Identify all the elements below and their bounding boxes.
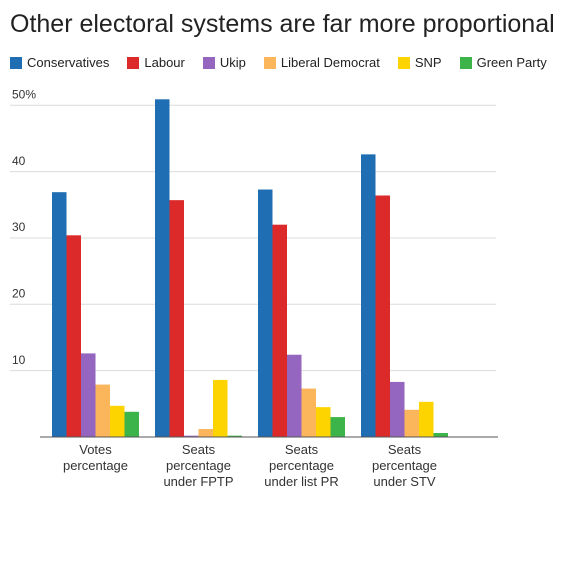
- bar: [258, 189, 273, 437]
- y-tick-label: 40: [12, 154, 26, 168]
- chart-title: Other electoral systems are far more pro…: [10, 10, 555, 38]
- legend-swatch: [263, 56, 276, 69]
- bar: [184, 435, 199, 437]
- legend-label: SNP: [414, 55, 442, 70]
- legend-item: Green Party: [459, 55, 547, 70]
- y-tick-label: 50%: [12, 87, 36, 101]
- legend-swatch: [397, 56, 410, 69]
- y-tick-label: 20: [12, 286, 26, 300]
- bar: [404, 409, 419, 437]
- x-tick-label: Votes percentage: [62, 442, 129, 473]
- bar: [66, 235, 81, 437]
- legend-label: Ukip: [219, 55, 246, 70]
- legend-item: Liberal Democrat: [263, 55, 380, 70]
- legend-label: Conservatives: [27, 55, 110, 70]
- legend-swatch: [10, 56, 22, 69]
- bar: [198, 429, 213, 437]
- bar: [287, 354, 302, 437]
- bar: [301, 388, 316, 437]
- legend: Conservatives Labour Ukip Liberal Democrat S…: [10, 55, 547, 70]
- bar: [52, 192, 67, 437]
- bar: [330, 417, 345, 437]
- legend-label: Labour: [144, 55, 185, 70]
- bar: [433, 433, 448, 437]
- bar: [375, 195, 390, 437]
- y-tick-label: 10: [12, 353, 26, 367]
- y-tick-label: 30: [12, 220, 26, 234]
- legend-label: Liberal Democrat: [280, 55, 380, 70]
- bar: [95, 384, 110, 437]
- bar: [81, 353, 96, 437]
- legend-swatch: [127, 56, 140, 69]
- bar: [124, 411, 139, 437]
- x-tick-label: Seats percentage under list PR: [264, 442, 339, 489]
- bar: [110, 405, 125, 437]
- legend-swatch: [459, 56, 472, 69]
- bar: [361, 154, 376, 437]
- bar: [155, 99, 170, 437]
- bar: [272, 224, 287, 437]
- legend-swatch: [202, 56, 215, 69]
- bar: [227, 435, 242, 437]
- x-tick-label: Seats percentage under FPTP: [163, 442, 234, 489]
- bar: [390, 381, 405, 437]
- bar: [169, 200, 184, 437]
- legend-item: Ukip: [202, 55, 246, 70]
- bar: [316, 407, 331, 437]
- bar: [213, 379, 228, 437]
- legend-label: Green Party: [476, 55, 547, 70]
- bar: [419, 401, 434, 437]
- legend-item: SNP: [397, 55, 442, 70]
- legend-item: Labour: [127, 55, 185, 70]
- x-tick-label: Seats percentage under STV: [371, 442, 438, 489]
- legend-item: Conservatives: [10, 55, 109, 70]
